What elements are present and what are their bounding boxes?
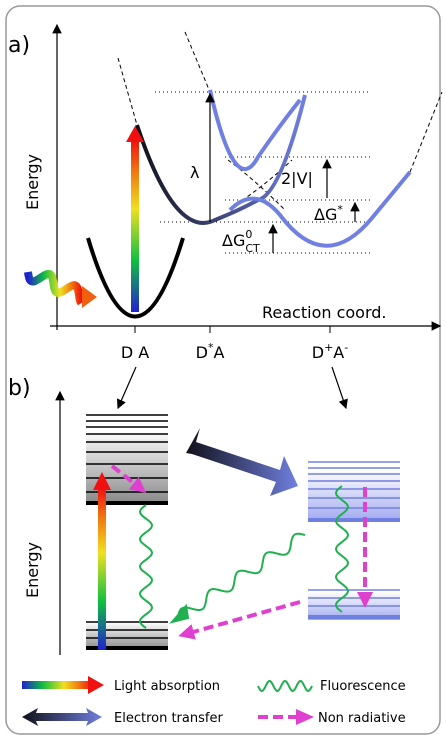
photon (24, 269, 85, 306)
annotation: ΔG0 CT (222, 228, 260, 255)
panel-label: a) (8, 33, 30, 58)
absorption-arrow (131, 140, 139, 312)
legend-swatch (22, 708, 102, 726)
ground-curve (86, 237, 185, 319)
wave (177, 532, 306, 619)
ticks (134, 326, 331, 333)
state-label: D A (121, 343, 149, 362)
arrowhead (82, 286, 97, 308)
annotation: ΔG* (314, 203, 343, 224)
annotation: 2|V| (281, 169, 313, 188)
axis-title: Reaction coord. (262, 303, 387, 322)
arrowhead (126, 126, 144, 142)
levels (155, 91, 370, 254)
legend-label: Electron transfer (114, 711, 223, 726)
legend-label: Fluorescence (320, 679, 406, 694)
legend-swatch (296, 709, 314, 725)
frame (5, 5, 441, 735)
annotation: λ (190, 163, 199, 182)
axis-title: Energy (23, 542, 42, 598)
wave (138, 504, 154, 629)
panel-label: b) (8, 376, 31, 401)
arrowhead (169, 603, 190, 624)
legend-label: Light absorption (114, 679, 220, 694)
arrows (205, 92, 360, 253)
legend-swatch (88, 676, 104, 694)
upper-curve (208, 89, 302, 171)
legend-label: Non radiative (318, 711, 406, 726)
absorption-arrow (98, 488, 106, 650)
wave (257, 679, 313, 693)
fluorescence (138, 485, 350, 629)
state-label: D*A (196, 341, 225, 362)
legend-swatch (257, 679, 313, 693)
level-stack (308, 470, 400, 522)
arrows (116, 366, 348, 410)
lower-curve (228, 170, 412, 248)
nonrad (110, 464, 373, 640)
wave (334, 485, 350, 613)
transfer-arrow (186, 428, 298, 496)
curve (135, 94, 307, 225)
diabatic (117, 31, 443, 211)
axis-title: Energy (23, 154, 42, 210)
state-label: D+A- (312, 341, 349, 362)
arrowhead (93, 472, 111, 490)
legend-swatch (22, 681, 92, 689)
